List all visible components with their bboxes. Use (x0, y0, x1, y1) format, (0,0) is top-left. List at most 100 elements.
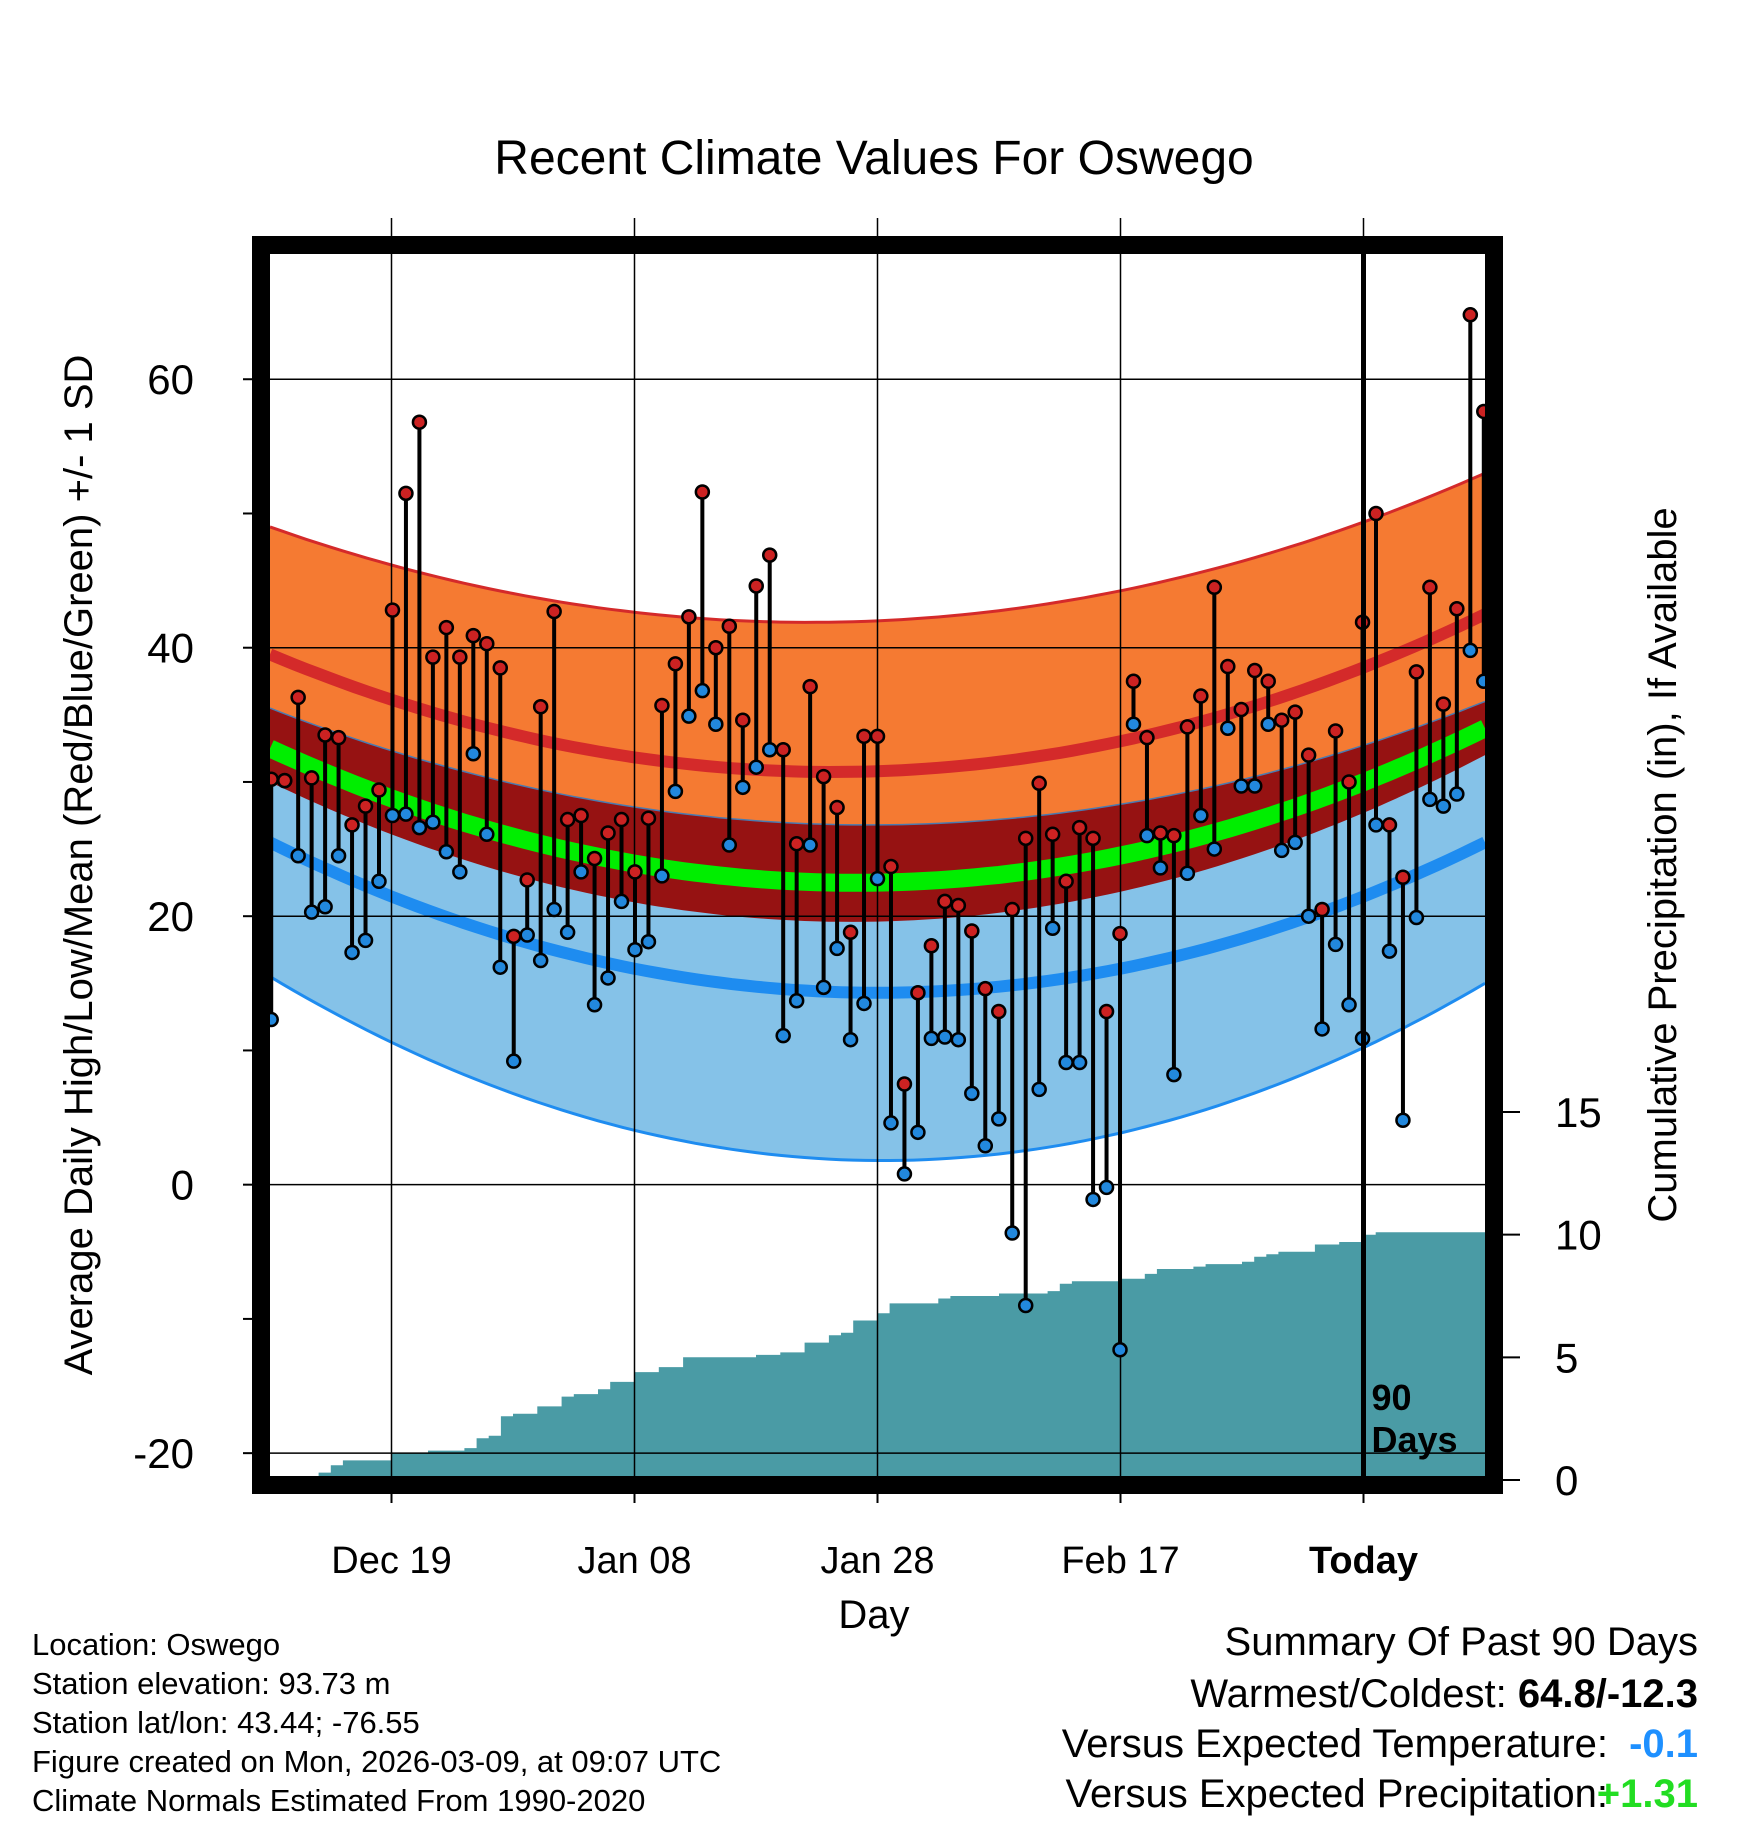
high-point (425, 649, 441, 665)
y2-tick-label: 15 (1555, 1089, 1602, 1136)
high-point (950, 897, 967, 914)
high-point (1004, 901, 1020, 918)
x-axis-label: Day (838, 1593, 909, 1637)
low-point (438, 844, 455, 860)
low-point (1449, 786, 1465, 802)
low-point (357, 932, 374, 949)
high-point (411, 414, 428, 430)
low-point (1368, 817, 1384, 833)
low-point (1246, 778, 1263, 794)
y2-tick-label: 0 (1555, 1457, 1578, 1504)
low-point (559, 924, 576, 941)
low-point (1206, 841, 1223, 857)
low-point (1179, 865, 1196, 881)
high-point (1327, 723, 1344, 739)
low-point (1220, 720, 1236, 737)
high-point (546, 603, 562, 620)
low-point (1071, 1054, 1088, 1071)
low-point (896, 1166, 913, 1182)
low-point (1260, 716, 1276, 732)
high-point (708, 639, 724, 656)
low-point (398, 806, 414, 822)
high-point (1031, 775, 1047, 792)
high-point (290, 689, 306, 706)
high-point (1058, 873, 1074, 890)
y-tick-label: 60 (147, 356, 194, 403)
plot-frame (252, 236, 1503, 1494)
low-point (1112, 1342, 1128, 1358)
summary-heading: Summary Of Past 90 Days (1224, 1620, 1698, 1664)
low-point (1193, 807, 1209, 824)
chart-title: Recent Climate Values For Oswego (494, 132, 1253, 185)
high-point (1381, 817, 1398, 833)
high-point (1233, 701, 1250, 718)
high-point (492, 660, 509, 676)
high-point (1044, 826, 1061, 843)
high-point (775, 741, 791, 758)
low-point (1422, 791, 1438, 808)
low-point (883, 1115, 899, 1131)
high-point (519, 872, 535, 888)
created-text: Figure created on Mon, 2026-03-09, at 09… (32, 1744, 722, 1779)
low-point (788, 993, 805, 1009)
high-point (640, 810, 657, 826)
low-point (1098, 1179, 1115, 1196)
summary-warmest-row: Warmest/Coldest: 64.8/-12.3 (1190, 1672, 1698, 1717)
low-point (519, 927, 535, 943)
low-point (1327, 936, 1344, 953)
low-point (1125, 716, 1142, 732)
x-tick-label: Dec 19 (331, 1540, 451, 1582)
low-point (869, 870, 886, 887)
low-point (1166, 1066, 1182, 1083)
x-tick-label: Jan 08 (577, 1540, 691, 1582)
low-point (330, 848, 347, 864)
high-point (869, 728, 886, 745)
high-point (856, 728, 872, 745)
high-point (1071, 819, 1088, 836)
low-point (708, 716, 724, 732)
low-point (586, 997, 603, 1013)
high-point (1395, 869, 1411, 886)
high-point (613, 811, 630, 828)
high-point (1125, 673, 1142, 690)
latlon-text: Station lat/lon: 43.44; -76.55 (32, 1705, 420, 1740)
low-point (425, 814, 441, 830)
low-point (923, 1030, 940, 1047)
y2-tick-label: 10 (1555, 1212, 1602, 1259)
high-point (1368, 505, 1384, 522)
low-point (1273, 842, 1290, 859)
low-point (910, 1124, 926, 1141)
high-point (721, 618, 738, 634)
low-point (384, 807, 401, 824)
low-point (600, 970, 616, 986)
low-point (452, 864, 468, 880)
high-point (842, 924, 859, 941)
high-point (465, 627, 482, 644)
low-point (748, 759, 764, 775)
low-point (761, 741, 778, 758)
low-point (1341, 997, 1357, 1013)
high-point (1273, 712, 1290, 728)
low-point (802, 837, 818, 853)
high-point (1462, 307, 1479, 323)
low-point (1085, 1191, 1101, 1208)
x-tick-label: Jan 28 (820, 1540, 934, 1582)
high-point (1435, 696, 1452, 712)
high-point (438, 619, 455, 636)
warmest-label: Warmest/Coldest: (1190, 1672, 1518, 1716)
high-point (788, 835, 805, 852)
low-point (627, 942, 643, 958)
high-point (923, 937, 940, 954)
y2-axis-label: Cumulative Precipitation (in), If Availa… (1641, 507, 1685, 1222)
high-point (1449, 601, 1465, 617)
low-point (1233, 778, 1250, 794)
high-point (586, 850, 603, 867)
low-point (1031, 1081, 1047, 1098)
high-point (883, 858, 899, 875)
low-point (654, 868, 670, 884)
high-lower-band (270, 614, 1485, 825)
low-point (694, 682, 711, 699)
high-point (761, 547, 778, 563)
low-point (1287, 834, 1303, 851)
high-point (1287, 704, 1303, 720)
